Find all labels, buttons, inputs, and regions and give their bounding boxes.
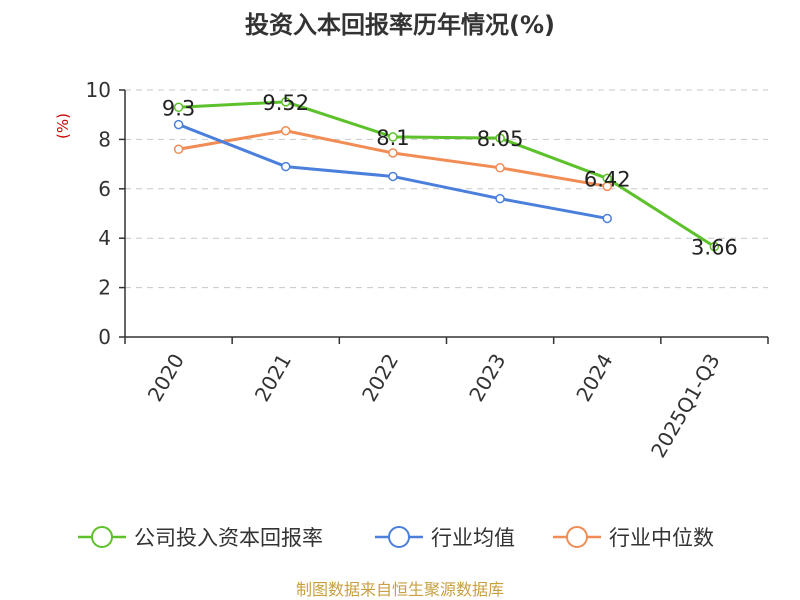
data-point [495, 163, 505, 173]
legend-marker-icon [388, 526, 410, 548]
x-tick-label: 2021 [250, 350, 296, 406]
data-label: 6.42 [584, 167, 631, 191]
legend-label: 行业均值 [431, 526, 515, 550]
legend[interactable]: 公司投入资本回报率 行业均值 行业中位数 [78, 526, 714, 550]
legend-label: 行业中位数 [609, 526, 714, 550]
x-ticks: 2020 2021 2022 2023 2024 2025Q1-Q3 [124, 337, 769, 462]
legend-marker-icon [566, 526, 588, 548]
data-point [388, 148, 398, 158]
x-tick-label: 2023 [464, 350, 510, 406]
x-tick-label: 2025Q1-Q3 [646, 350, 725, 462]
data-point [173, 144, 184, 155]
data-point [281, 126, 291, 136]
y-tick-label: 4 [98, 226, 111, 250]
data-point [388, 132, 398, 142]
y-axis-label: (%) [54, 113, 72, 139]
y-tick-label: 0 [98, 325, 111, 349]
data-point [173, 119, 184, 130]
series-group [173, 97, 720, 252]
data-point [602, 173, 612, 184]
y-tick-label: 6 [98, 177, 111, 201]
data-labels: 9.3 9.52 8.1 8.05 6.42 3.66 [162, 91, 738, 260]
y-tick-label: 10 [86, 78, 111, 102]
x-tick-label: 2022 [357, 350, 403, 406]
data-label: 9.3 [162, 96, 195, 120]
legend-item[interactable]: 行业均值 [375, 526, 515, 550]
legend-item[interactable]: 行业中位数 [553, 526, 714, 550]
x-tick-label: 2020 [143, 350, 189, 406]
source-note: 制图数据来自恒生聚源数据库 [296, 580, 504, 599]
data-point [495, 133, 505, 143]
data-point [281, 161, 291, 172]
chart-title: 投资入本回报率历年情况(%) [245, 11, 555, 39]
series-line [178, 100, 716, 248]
data-point [281, 97, 291, 107]
y-tick-label: 8 [98, 127, 111, 151]
axes [124, 90, 768, 338]
data-point [709, 241, 720, 252]
y-tick-label: 2 [98, 276, 111, 300]
data-point [388, 171, 398, 182]
legend-item[interactable]: 公司投入资本回报率 [78, 526, 323, 550]
data-point [495, 193, 505, 204]
y-ticks: 0 2 4 6 8 10 [86, 78, 125, 349]
legend-label: 公司投入资本回报率 [134, 526, 323, 550]
data-point [602, 213, 612, 224]
data-label: 8.05 [477, 127, 524, 151]
data-label: 8.1 [376, 126, 409, 150]
x-tick-label: 2024 [571, 350, 617, 406]
legend-marker-icon [91, 526, 113, 548]
data-label: 9.52 [262, 91, 309, 115]
data-label: 3.66 [691, 236, 738, 260]
data-point [173, 102, 184, 113]
